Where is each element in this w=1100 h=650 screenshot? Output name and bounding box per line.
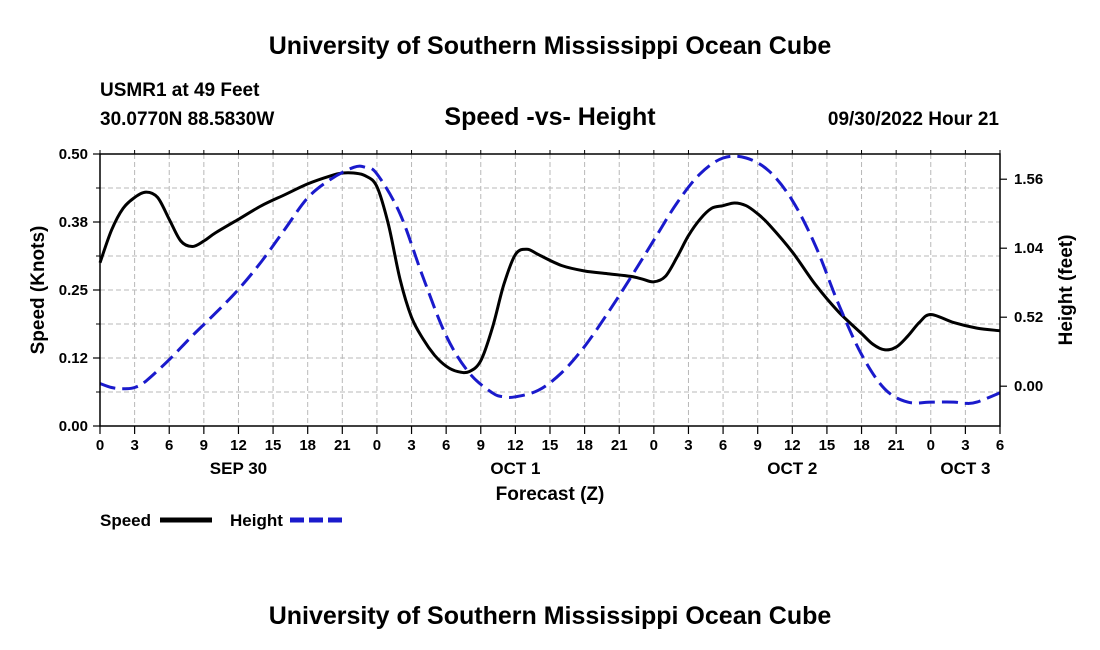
x-tick-label: 3 (130, 437, 138, 454)
y-tick-label: 0.38 (59, 214, 88, 231)
x-tick-label: 0 (650, 437, 658, 454)
x-tick-label: 3 (407, 437, 415, 454)
grid-lines (100, 154, 1000, 426)
series-group (98, 154, 1001, 405)
x-tick-label: 18 (299, 437, 316, 454)
footer-title: University of Southern Mississippi Ocean… (269, 602, 832, 630)
x-tick-label: 6 (996, 437, 1004, 454)
legend-speed-label: Speed (100, 511, 151, 530)
y2-tick-label: 1.56 (1014, 171, 1043, 188)
x-tick-label: 0 (927, 437, 935, 454)
x-tick-label: 18 (576, 437, 593, 454)
x-tick-label: 12 (507, 437, 524, 454)
y-tick-label: 0.12 (59, 350, 88, 367)
coords-label: 30.0770N 88.5830W (100, 109, 274, 130)
x-tick-label: 9 (754, 437, 762, 454)
x-tick-label: 0 (96, 437, 104, 454)
x-tick-label: 15 (265, 437, 282, 454)
x-tick-label: 6 (442, 437, 450, 454)
x-tick-label: 21 (334, 437, 351, 454)
x-tick-label: 6 (165, 437, 173, 454)
x-tick-label: 9 (477, 437, 485, 454)
x-day-label: OCT 1 (490, 459, 540, 478)
x-day-label: SEP 30 (210, 459, 267, 478)
x-tick-label: 6 (719, 437, 727, 454)
x-axis-label: Forecast (Z) (496, 484, 605, 505)
x-tick-label: 15 (542, 437, 559, 454)
legend-height-label: Height (230, 511, 283, 530)
x-tick-label: 9 (200, 437, 208, 454)
datetime-label: 09/30/2022 Hour 21 (828, 109, 1000, 130)
series-line-speed (98, 171, 1001, 375)
station-label: USMR1 at 49 Feet (100, 80, 260, 101)
page-title: University of Southern Mississippi Ocean… (269, 32, 832, 60)
y2-axis-label: Height (feet) (1056, 235, 1077, 346)
y-tick-label: 0.50 (59, 146, 88, 163)
x-tick-label: 3 (961, 437, 969, 454)
y-tick-label: 0.25 (59, 282, 88, 299)
y2-tick-label: 0.52 (1014, 309, 1043, 326)
y-axis-label: Speed (Knots) (28, 226, 49, 355)
x-tick-label: 15 (819, 437, 836, 454)
x-tick-label: 18 (853, 437, 870, 454)
x-tick-label: 21 (888, 437, 905, 454)
y-tick-label: 0.00 (59, 418, 88, 435)
x-day-label: OCT 2 (767, 459, 817, 478)
tick-marks: 0 3 6 9 12 15 18 21 0 3 6 9 12 15 18 21 0 3 6 9 12 15 18 21 0 3 6 S… (59, 146, 1044, 478)
chart-title: Speed -vs- Height (444, 103, 656, 131)
y2-tick-label: 1.04 (1014, 240, 1044, 257)
x-tick-label: 0 (373, 437, 381, 454)
y2-tick-label: 0.00 (1014, 378, 1043, 395)
series-line-height (99, 154, 1001, 405)
x-tick-label: 21 (611, 437, 628, 454)
x-tick-label: 12 (784, 437, 801, 454)
x-day-label: OCT 3 (940, 459, 990, 478)
x-tick-label: 3 (684, 437, 692, 454)
x-tick-label: 12 (230, 437, 247, 454)
